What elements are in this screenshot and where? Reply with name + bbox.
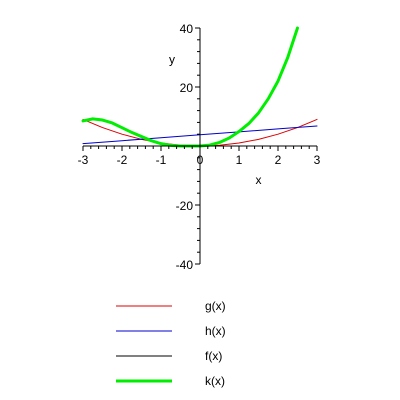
x-tick-label: 0	[197, 153, 204, 167]
x-tick-label: 3	[314, 153, 321, 167]
y-tick-labels: -40 -20 20 40	[176, 22, 194, 272]
x-tick-label: -1	[156, 153, 167, 167]
legend-label: f(x)	[205, 349, 222, 363]
x-axis-label: x	[256, 173, 262, 187]
y-ticks	[195, 27, 200, 265]
legend: g(x) h(x) f(x) k(x)	[116, 299, 226, 388]
x-tick-label: 2	[275, 153, 282, 167]
y-tick-label: -40	[176, 258, 194, 272]
legend-item: k(x)	[116, 374, 225, 388]
legend-label: k(x)	[205, 374, 225, 388]
y-tick-label: 40	[180, 22, 194, 36]
y-minor-ticks	[197, 39, 200, 253]
legend-item: h(x)	[116, 324, 226, 338]
legend-label: g(x)	[205, 299, 226, 313]
legend-item: g(x)	[116, 299, 226, 313]
x-tick-label: -3	[78, 153, 89, 167]
x-minor-ticks	[90, 146, 310, 149]
legend-item: f(x)	[116, 349, 222, 363]
x-tick-labels: -3 -2 -1 0 1 2 3	[78, 153, 321, 167]
x-tick-label: 1	[236, 153, 243, 167]
axes-layer: -3 -2 -1 0 1 2 3 -40 -20 20 40 x y	[78, 22, 321, 272]
y-axis-label: y	[169, 52, 175, 66]
x-tick-label: -2	[117, 153, 128, 167]
x-ticks	[82, 146, 318, 151]
legend-label: h(x)	[205, 324, 226, 338]
y-tick-label: -20	[176, 199, 194, 213]
y-tick-label: 20	[180, 81, 194, 95]
